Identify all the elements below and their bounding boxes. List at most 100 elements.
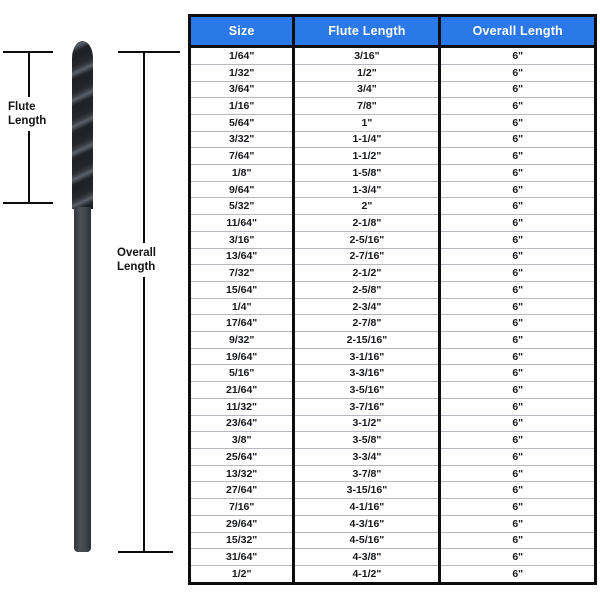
- table-cell: 15/64": [187, 280, 296, 299]
- table-cell: 7/8": [292, 97, 442, 115]
- table-cell: 6": [438, 431, 597, 449]
- table-cell: 6": [438, 314, 597, 332]
- table-cell: 2-3/4": [292, 297, 442, 315]
- table-row: 7/16" 4-1/16" 6": [187, 498, 597, 516]
- table-row: 13/64" 2-7/16" 6": [187, 247, 597, 265]
- table-cell: 5/64": [187, 113, 296, 132]
- table-row: 15/64" 2-5/8" 6": [187, 280, 597, 299]
- table-cell: 6": [438, 464, 597, 482]
- table-row: 9/64" 1-3/4" 6": [187, 180, 597, 198]
- label-line: Flute: [8, 101, 36, 113]
- table-cell: 4-5/16": [292, 531, 442, 549]
- overall-length-top-tick: [118, 51, 180, 53]
- table-row: 31/64" 4-3/8" 6": [187, 548, 597, 566]
- table-cell: 6": [438, 531, 597, 549]
- table-cell: 6": [438, 347, 597, 365]
- table-cell: 3-5/16": [292, 381, 442, 399]
- spec-table-container: Size Flute Length Overall Length 1/64" 3/…: [187, 14, 597, 585]
- table-cell: 1/64": [187, 46, 296, 65]
- table-cell: 29/64": [187, 514, 296, 532]
- table-cell: 9/64": [187, 180, 296, 198]
- table-cell: 6": [438, 297, 597, 315]
- table-cell: 6": [438, 230, 597, 249]
- table-row: 25/64" 3-3/4" 6": [187, 447, 597, 466]
- table-cell: 2-5/16": [292, 230, 442, 249]
- table-row: 9/32" 2-15/16" 6": [187, 331, 597, 349]
- table-row: 5/32" 2" 6": [187, 197, 597, 215]
- table-cell: 3/16": [187, 230, 296, 249]
- table-row: 23/64" 3-1/2" 6": [187, 414, 597, 432]
- table-cell: 17/64": [187, 314, 296, 332]
- table-row: 13/32" 3-7/8" 6": [187, 464, 597, 482]
- column-header-size: Size: [187, 14, 296, 48]
- table-cell: 3-7/8": [292, 464, 442, 482]
- table-cell: 7/16": [187, 498, 296, 516]
- table-row: 21/64" 3-5/16" 6": [187, 381, 597, 399]
- drill-bit-shank-image: [74, 207, 91, 552]
- column-header-flute-length: Flute Length: [292, 14, 442, 48]
- table-row: 1/2" 4-1/2" 6": [187, 564, 597, 584]
- table-cell: 6": [438, 564, 597, 584]
- table-row: 7/64" 1-1/2" 6": [187, 147, 597, 165]
- table-row: 11/64" 2-1/8" 6": [187, 214, 597, 232]
- table-cell: 6": [438, 331, 597, 349]
- table-row: 1/8" 1-5/8" 6": [187, 164, 597, 182]
- table-cell: 3-5/8": [292, 431, 442, 449]
- table-cell: 23/64": [187, 414, 296, 432]
- overall-length-label: Overall Length: [117, 243, 175, 277]
- table-row: 3/64" 3/4" 6": [187, 80, 597, 98]
- table-cell: 3-3/16": [292, 364, 442, 382]
- table-row: 19/64" 3-1/16" 6": [187, 347, 597, 365]
- table-body: 1/64" 3/16" 6" 1/32" 1/2" 6" 3/64" 3/4" 6" 1/16" 7…: [187, 46, 597, 584]
- table-row: 1/32" 1/2" 6": [187, 63, 597, 82]
- overall-length-bottom-tick: [118, 551, 173, 553]
- table-cell: 1": [292, 113, 442, 132]
- table-cell: 2-5/8": [292, 280, 442, 299]
- table-cell: 3-1/16": [292, 347, 442, 365]
- table-row: 15/32" 4-5/16" 6": [187, 531, 597, 549]
- table-cell: 1/4": [187, 297, 296, 315]
- table-row: 17/64" 2-7/8" 6": [187, 314, 597, 332]
- table-cell: 3-1/2": [292, 414, 442, 432]
- flute-length-bottom-tick: [3, 202, 53, 204]
- table-cell: 13/32": [187, 464, 296, 482]
- drill-bit-spec-table: Size Flute Length Overall Length 1/64" 3/…: [187, 14, 597, 585]
- table-cell: 4-3/8": [292, 548, 442, 566]
- table-header-row: Size Flute Length Overall Length: [187, 14, 597, 48]
- table-row: 5/16" 3-3/16" 6": [187, 364, 597, 382]
- table-cell: 1-3/4": [292, 180, 442, 198]
- label-line: Length: [117, 261, 156, 273]
- label-line: Overall: [117, 247, 156, 259]
- table-cell: 3-15/16": [292, 481, 442, 499]
- table-cell: 2-1/2": [292, 264, 442, 282]
- table-cell: 3/32": [187, 130, 296, 148]
- table-cell: 2-1/8": [292, 214, 442, 232]
- table-cell: 1/2": [292, 63, 442, 82]
- table-row: 11/32" 3-7/16" 6": [187, 397, 597, 416]
- table-cell: 4-1/16": [292, 498, 442, 516]
- table-cell: 2-15/16": [292, 331, 442, 349]
- table-cell: 31/64": [187, 548, 296, 566]
- table-cell: 6": [438, 397, 597, 416]
- table-cell: 6": [438, 180, 597, 198]
- table-cell: 6": [438, 147, 597, 165]
- table-cell: 4-3/16": [292, 514, 442, 532]
- table-cell: 5/16": [187, 364, 296, 382]
- drill-bit-flutes-image: [72, 41, 93, 209]
- table-cell: 3/16": [292, 46, 442, 65]
- table-cell: 21/64": [187, 381, 296, 399]
- table-cell: 27/64": [187, 481, 296, 499]
- table-cell: 6": [438, 481, 597, 499]
- table-cell: 1/2": [187, 564, 296, 584]
- table-cell: 7/32": [187, 264, 296, 282]
- table-cell: 1-1/4": [292, 130, 442, 148]
- table-cell: 13/64": [187, 247, 296, 265]
- table-cell: 1/32": [187, 63, 296, 82]
- table-cell: 6": [438, 63, 597, 82]
- table-cell: 3/8": [187, 431, 296, 449]
- table-cell: 6": [438, 130, 597, 148]
- table-row: 1/16" 7/8" 6": [187, 97, 597, 115]
- table-cell: 11/32": [187, 397, 296, 416]
- table-cell: 3/64": [187, 80, 296, 98]
